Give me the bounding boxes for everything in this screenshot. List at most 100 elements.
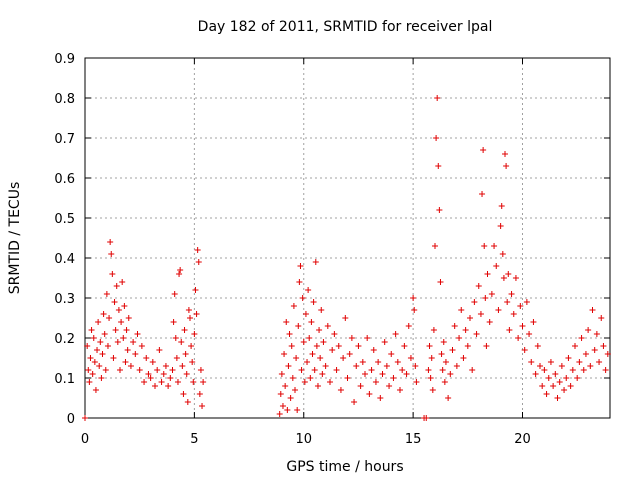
data-point (297, 263, 304, 269)
data-point (89, 371, 96, 377)
data-point (324, 323, 331, 329)
data-point (563, 375, 570, 381)
data-point (379, 371, 386, 377)
data-point (370, 347, 377, 353)
data-point (565, 355, 572, 361)
data-point (539, 383, 546, 389)
data-point (331, 331, 338, 337)
data-point (464, 343, 471, 349)
data-point (495, 307, 502, 313)
data-point (196, 391, 203, 397)
data-point (569, 367, 576, 373)
data-point (523, 299, 530, 305)
data-point (547, 359, 554, 365)
data-point (508, 291, 515, 297)
grid (85, 58, 610, 418)
y-tick-label: 0 (67, 412, 75, 427)
data-point (340, 355, 347, 361)
data-point (388, 351, 395, 357)
data-point (88, 327, 95, 333)
data-point (451, 323, 458, 329)
data-point (306, 335, 313, 341)
data-point (505, 271, 512, 277)
data-point (94, 347, 101, 353)
x-tick-label: 20 (514, 432, 531, 447)
data-point (113, 283, 120, 289)
data-point (193, 311, 200, 317)
data-point (460, 355, 467, 361)
data-point (574, 375, 581, 381)
data-point (295, 323, 302, 329)
data-point (194, 247, 201, 253)
data-point (82, 415, 88, 421)
data-point (115, 307, 122, 313)
data-point (335, 343, 342, 349)
data-point (545, 375, 552, 381)
data-point (386, 383, 393, 389)
data-point (477, 311, 484, 317)
data-point (294, 407, 301, 413)
data-point (425, 367, 432, 373)
data-point (86, 379, 93, 385)
data-point (497, 223, 504, 229)
data-point (591, 347, 598, 353)
data-point (381, 339, 388, 345)
data-point (550, 383, 557, 389)
data-point (114, 339, 121, 345)
data-point (442, 359, 449, 365)
data-point (278, 371, 285, 377)
chart-title: Day 182 of 2011, SRMTID for receiver lpa… (198, 19, 493, 35)
data-point (423, 415, 430, 421)
data-point (390, 375, 397, 381)
data-point (183, 371, 190, 377)
data-point (510, 311, 517, 317)
data-point (517, 303, 524, 309)
data-point (441, 379, 448, 385)
data-point (348, 335, 355, 341)
data-point (165, 383, 172, 389)
data-point (299, 295, 306, 301)
y-tick-label: 0.1 (54, 372, 75, 387)
data-point (184, 399, 191, 405)
data-point (473, 331, 480, 337)
data-point (121, 303, 128, 309)
data-point (561, 387, 568, 393)
data-point (462, 327, 469, 333)
data-point (277, 391, 284, 397)
x-tick-label: 15 (405, 432, 422, 447)
data-point (440, 339, 447, 345)
data-point (578, 335, 585, 341)
data-point (302, 311, 309, 317)
data-point (104, 343, 111, 349)
data-point (134, 331, 141, 337)
data-point (437, 279, 444, 285)
data-point (329, 347, 336, 353)
data-point (103, 291, 110, 297)
data-point (532, 371, 539, 377)
data-point (534, 343, 541, 349)
data-point (87, 355, 94, 361)
data-point (102, 367, 109, 373)
data-point (556, 379, 563, 385)
data-point (491, 243, 498, 249)
data-point (312, 259, 319, 265)
data-point (353, 363, 360, 369)
data-point (428, 355, 435, 361)
data-point (152, 383, 158, 389)
data-point (112, 327, 119, 333)
data-point (136, 367, 143, 373)
data-point (567, 383, 574, 389)
data-point (322, 363, 329, 369)
data-point (362, 371, 368, 377)
data-point (580, 367, 587, 373)
data-point (593, 331, 600, 337)
data-point (286, 331, 293, 337)
data-point (169, 367, 176, 373)
data-point (318, 307, 325, 313)
data-point (410, 295, 417, 301)
data-point (504, 299, 511, 305)
data-point (572, 343, 578, 349)
data-point (327, 379, 333, 385)
data-point (407, 355, 414, 361)
